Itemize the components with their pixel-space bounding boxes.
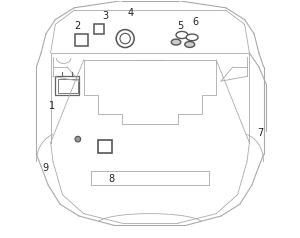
FancyBboxPatch shape — [94, 24, 104, 34]
Text: 4: 4 — [128, 8, 134, 18]
Circle shape — [75, 136, 81, 142]
Ellipse shape — [185, 41, 195, 47]
Text: 3: 3 — [102, 11, 108, 21]
FancyBboxPatch shape — [58, 79, 78, 93]
Text: 8: 8 — [108, 174, 114, 184]
Text: 6: 6 — [192, 17, 198, 27]
Ellipse shape — [171, 39, 181, 45]
Ellipse shape — [176, 31, 188, 39]
FancyBboxPatch shape — [75, 34, 88, 46]
Text: 5: 5 — [178, 20, 184, 30]
Circle shape — [116, 30, 134, 48]
Ellipse shape — [186, 34, 198, 41]
Text: 2: 2 — [75, 20, 81, 30]
FancyBboxPatch shape — [56, 76, 79, 95]
Text: 1: 1 — [49, 101, 55, 111]
Circle shape — [120, 33, 130, 44]
Text: 9: 9 — [43, 163, 49, 173]
Text: 7: 7 — [257, 128, 263, 138]
FancyBboxPatch shape — [98, 140, 112, 153]
